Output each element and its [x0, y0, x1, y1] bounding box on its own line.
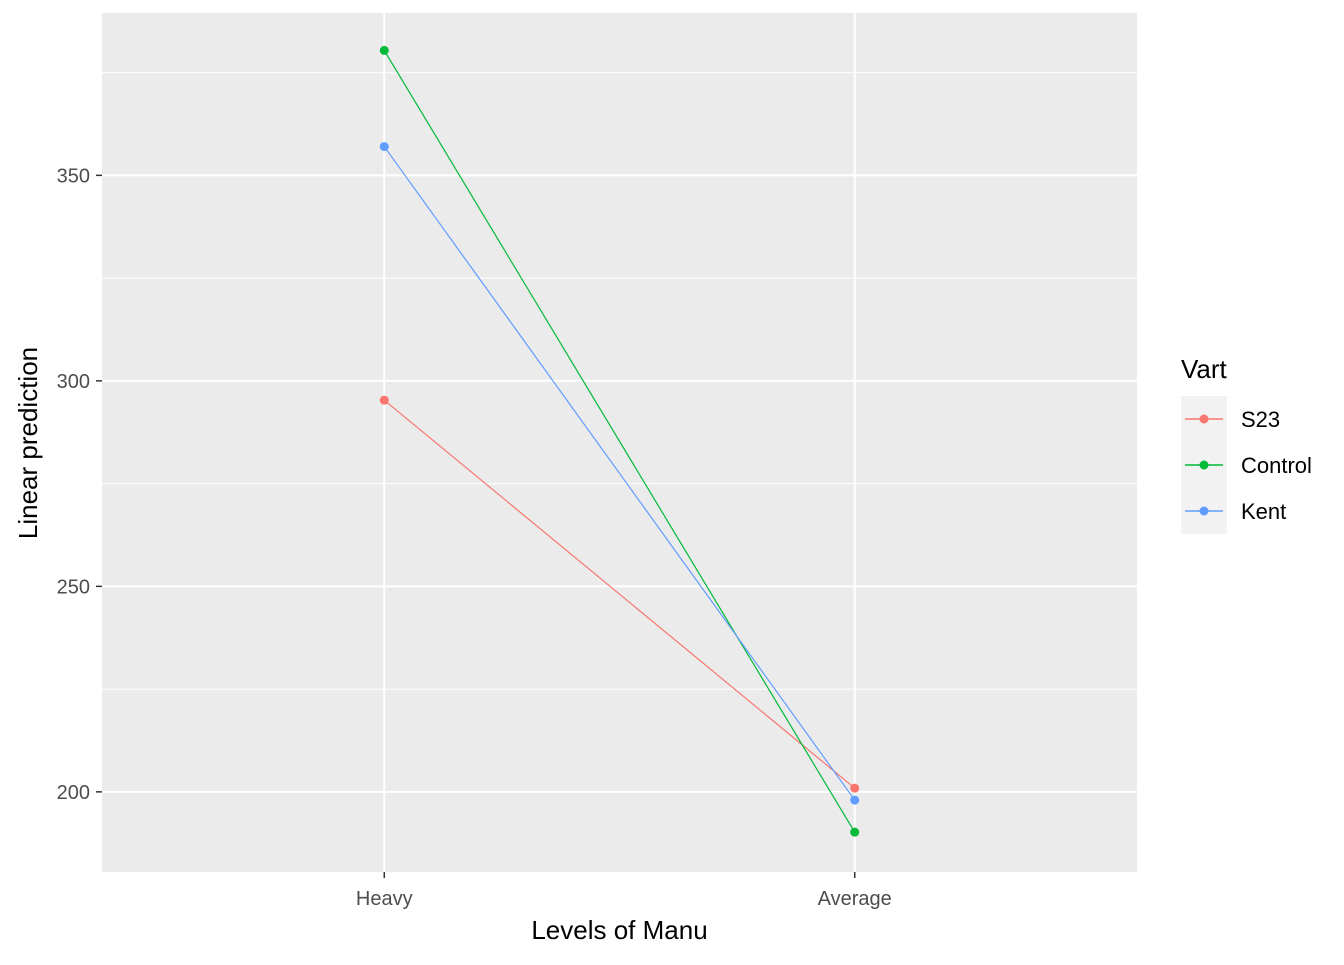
legend-item-control: Control	[1185, 453, 1312, 478]
y-tick-label: 250	[57, 576, 90, 598]
x-axis-title: Levels of Manu	[531, 915, 707, 945]
legend-key-point	[1199, 414, 1209, 424]
x-tick-label: Average	[818, 888, 892, 910]
data-point	[850, 795, 860, 805]
data-point	[379, 142, 389, 152]
y-axis: 200 250 300 350	[57, 165, 102, 804]
legend-key-point	[1199, 506, 1209, 516]
y-tick-label: 300	[57, 371, 90, 393]
y-tick-label: 200	[57, 782, 90, 804]
data-point	[850, 783, 860, 793]
x-tick-label: Heavy	[356, 888, 413, 910]
data-point	[850, 827, 860, 837]
minor-gridlines	[102, 72, 1137, 690]
legend-title: Vart	[1181, 354, 1228, 384]
data-point	[379, 45, 389, 55]
series-line	[383, 146, 856, 801]
x-axis: Heavy Average	[356, 872, 892, 910]
series-control	[379, 45, 860, 837]
plot-panel	[102, 13, 1137, 872]
legend-key-point	[1199, 460, 1209, 470]
legend-item-kent: Kent	[1185, 499, 1286, 524]
y-axis-title: Linear prediction	[13, 347, 43, 539]
legend-label: S23	[1241, 407, 1280, 432]
series-kent	[379, 142, 860, 805]
legend-label: Control	[1241, 453, 1312, 478]
series-line	[383, 50, 856, 833]
y-tick-label: 350	[57, 165, 90, 187]
major-gridlines	[102, 13, 1137, 872]
legend: Vart S23 Control Kent	[1181, 354, 1312, 534]
series-layer	[379, 45, 860, 837]
legend-label: Kent	[1241, 499, 1286, 524]
series-line	[383, 399, 856, 789]
legend-item-s23: S23	[1185, 407, 1280, 432]
series-s23	[379, 395, 860, 793]
data-point	[379, 395, 389, 405]
